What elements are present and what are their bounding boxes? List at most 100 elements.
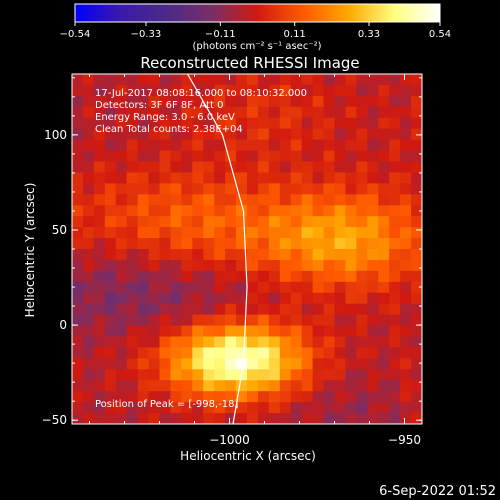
heatmap-cell — [378, 249, 390, 261]
heatmap-cell — [323, 314, 336, 327]
heatmap-cell — [367, 336, 379, 349]
heatmap-cell — [279, 150, 292, 163]
heatmap-cell — [400, 74, 412, 86]
heatmap-cell — [192, 314, 204, 327]
heatmap-cell — [170, 172, 182, 184]
heatmap-cell — [148, 314, 161, 327]
heatmap-cell — [170, 292, 182, 305]
heatmap-cell — [279, 369, 292, 381]
heatmap-cell — [192, 161, 204, 174]
heatmap-cell — [104, 391, 117, 403]
heatmap-cell — [72, 270, 84, 283]
heatmap-cell — [72, 95, 84, 108]
heatmap-cell — [323, 369, 336, 381]
heatmap-cell — [400, 216, 412, 228]
heatmap-cell — [148, 84, 161, 97]
heatmap-cell — [411, 106, 422, 119]
heatmap-cell — [279, 172, 292, 184]
heatmap-cell — [345, 238, 357, 250]
heatmap-cell — [93, 161, 106, 174]
heatmap-cell — [236, 292, 248, 305]
y-tick-label: 50 — [52, 223, 67, 237]
heatmap-cell — [192, 128, 204, 141]
heatmap-cell — [236, 336, 248, 349]
heatmap-cell — [82, 227, 95, 239]
heatmap-cell — [411, 259, 422, 272]
heatmap-cell — [323, 391, 336, 403]
heatmap-cell — [148, 128, 161, 141]
heatmap-cell — [334, 391, 347, 403]
heatmap-cell — [72, 391, 84, 403]
heatmap-cell — [247, 259, 259, 272]
heatmap-cell — [181, 369, 193, 381]
heatmap-cell — [301, 139, 314, 152]
heatmap-cell — [279, 161, 292, 174]
heatmap-cell — [72, 183, 84, 195]
heatmap-cell — [400, 205, 412, 217]
heatmap-cell — [192, 249, 204, 261]
heatmap-cell — [104, 216, 117, 228]
heatmap-cell — [268, 325, 281, 338]
heatmap-cell — [247, 117, 259, 130]
heatmap-cell — [290, 194, 303, 206]
heatmap-cell — [115, 303, 128, 316]
heatmap-cell — [389, 281, 401, 294]
heatmap-cell — [356, 358, 368, 370]
heatmap-cell — [334, 84, 347, 97]
heatmap-cell — [170, 249, 182, 261]
heatmap-cell — [279, 205, 292, 217]
heatmap-cell — [82, 270, 95, 283]
heatmap-cell — [93, 281, 106, 294]
heatmap-cell — [334, 249, 347, 261]
heatmap-cell — [126, 128, 139, 141]
heatmap-cell — [225, 139, 237, 152]
heatmap-cell — [159, 314, 172, 327]
heatmap-cell — [126, 303, 139, 316]
heatmap-cell — [400, 183, 412, 195]
heatmap-cell — [72, 281, 84, 294]
heatmap-cell — [159, 106, 172, 119]
heatmap-cell — [93, 238, 106, 250]
heatmap-cell — [192, 74, 204, 86]
heatmap-cell — [137, 391, 150, 403]
heatmap-cell — [181, 74, 193, 86]
heatmap-cell — [247, 183, 259, 195]
heatmap-cell — [104, 172, 117, 184]
heatmap-cell — [170, 314, 182, 327]
heatmap-cell — [159, 150, 172, 163]
heatmap-cell — [214, 314, 226, 327]
heatmap-cell — [236, 281, 248, 294]
heatmap-cell — [181, 128, 193, 141]
heatmap-cell — [82, 336, 95, 349]
heatmap-cell — [82, 172, 95, 184]
heatmap-cell — [345, 74, 357, 86]
heatmap-cell — [411, 358, 422, 370]
colorbar-gradient — [75, 4, 440, 22]
heatmap-cell — [137, 183, 150, 195]
heatmap-cell — [334, 358, 347, 370]
heatmap-cell — [225, 270, 237, 283]
heatmap-cell — [181, 413, 193, 424]
heatmap-cell — [345, 84, 357, 97]
heatmap-cell — [367, 292, 379, 305]
heatmap-cell — [192, 194, 204, 206]
heatmap-cell — [170, 369, 182, 381]
heatmap-cell — [126, 369, 139, 381]
heatmap-cell — [214, 259, 226, 272]
heatmap-cell — [411, 227, 422, 239]
heatmap-cell — [214, 391, 226, 403]
heatmap-cell — [268, 303, 281, 316]
heatmap-cell — [279, 292, 292, 305]
heatmap-cell — [115, 391, 128, 403]
heatmap-cell — [312, 128, 325, 141]
heatmap-cell — [126, 391, 139, 403]
heatmap-cell — [312, 303, 325, 316]
heatmap-cell — [279, 402, 292, 414]
heatmap-cell — [115, 336, 128, 349]
heatmap-cell — [279, 303, 292, 316]
heatmap-cell — [170, 194, 182, 206]
heatmap-cell — [247, 194, 259, 206]
heatmap-cell — [170, 150, 182, 163]
solar-limb-line — [186, 74, 248, 424]
heatmap-cell — [279, 281, 292, 294]
